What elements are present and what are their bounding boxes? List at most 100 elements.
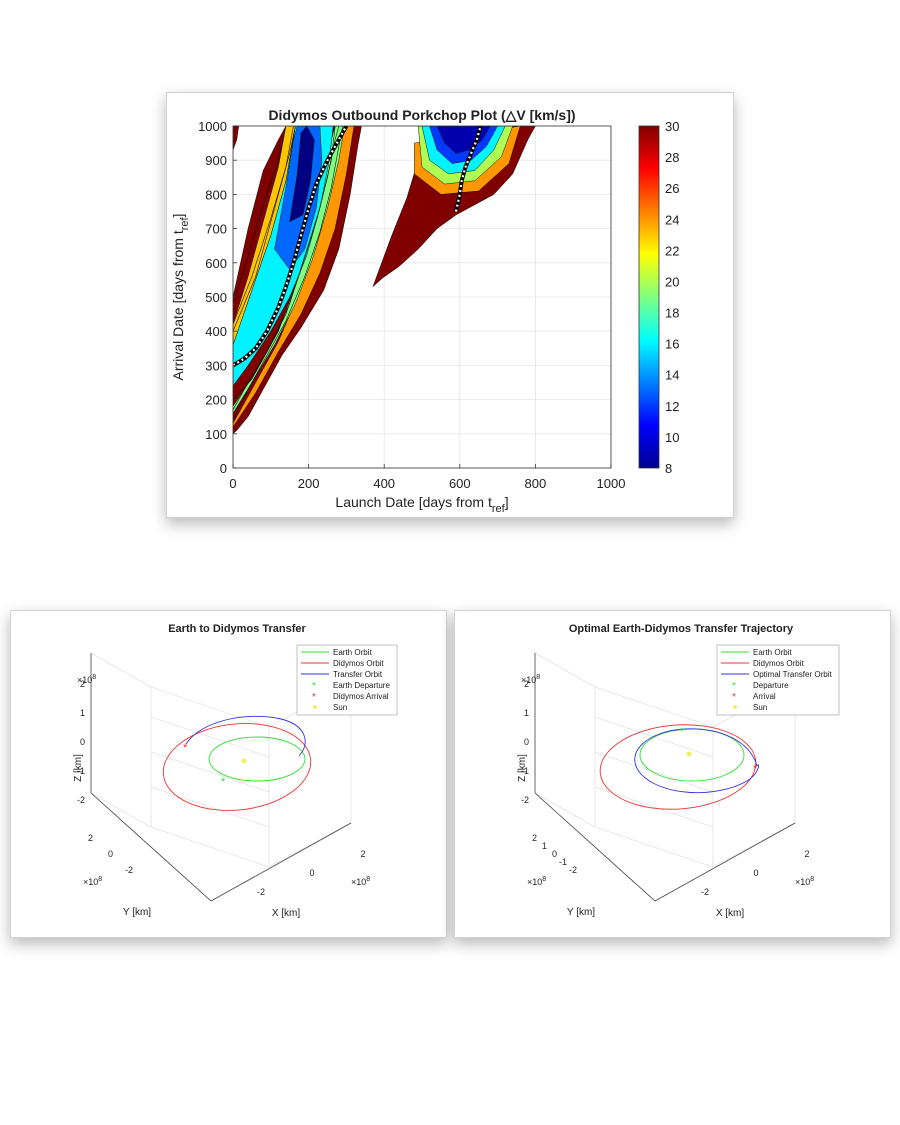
x-scale-label: ×108 xyxy=(795,876,814,887)
contour-line xyxy=(233,126,287,304)
legend-item: Didymos Orbit xyxy=(753,659,804,668)
departure-marker: * xyxy=(680,726,685,738)
y-tick-label: 0 xyxy=(108,849,113,859)
y-tick-label: 0 xyxy=(220,461,227,476)
earth-to-didymos-figure: Earth to Didymos Transfer 2 1 0 -1 -2 Z [km]… xyxy=(10,610,447,938)
legend-item: Didymos Arrival xyxy=(333,692,389,701)
y-tick-label: 700 xyxy=(205,222,227,237)
colorbar-tick-label: 30 xyxy=(665,119,679,134)
legend-item: Optimal Transfer Orbit xyxy=(753,670,832,679)
legend-item: Arrival xyxy=(753,692,776,701)
z-tick-label: -1 xyxy=(521,766,529,776)
x-tick-label: 800 xyxy=(525,476,547,491)
minimum-region xyxy=(289,126,315,223)
contour-line xyxy=(233,126,296,332)
x-axis-label: X [km] xyxy=(272,908,301,919)
optimal-curve xyxy=(233,126,348,367)
legend: Earth Orbit Didymos Orbit Transfer Orbit… xyxy=(296,644,398,716)
x-tick-label: 0 xyxy=(229,476,236,491)
z-axis-ticks: 2 1 0 -1 -2 xyxy=(77,679,85,805)
sun-marker xyxy=(686,751,692,757)
didymos-orbit-line xyxy=(162,723,312,811)
orbits: * * xyxy=(599,724,760,810)
y-axis-label: Y [km] xyxy=(567,907,595,918)
x-tick-label: 0 xyxy=(309,868,314,878)
x-axis-ticks: -2 0 2 xyxy=(701,849,810,897)
y-tick-label: 300 xyxy=(205,358,227,373)
didymos-orbit-line xyxy=(599,724,757,810)
orbits: * * xyxy=(162,715,312,811)
y-tick-label: 200 xyxy=(205,393,227,408)
y-tick-label: 2 xyxy=(88,833,93,843)
legend-item: Departure xyxy=(753,681,789,690)
legend-item: Earth Orbit xyxy=(333,648,372,657)
colorbar-ticks: 8 10 12 14 16 18 20 22 24 26 28 30 xyxy=(665,119,679,476)
y-tick-label: -2 xyxy=(569,865,577,875)
x-scale-label: ×108 xyxy=(351,876,370,887)
x-axis-label: X [km] xyxy=(716,908,745,919)
legend-item: Sun xyxy=(753,703,767,712)
legend-marker: * xyxy=(732,692,736,703)
legend-marker xyxy=(313,705,317,709)
z-scale-label: ×108 xyxy=(77,674,96,685)
colorbar-tick-label: 12 xyxy=(665,399,679,414)
optimal-curves xyxy=(233,126,483,368)
x-tick-label: 600 xyxy=(449,476,471,491)
z-scale-label: ×108 xyxy=(521,674,540,685)
colorbar-tick-label: 24 xyxy=(665,212,679,227)
y-scale-label: ×108 xyxy=(83,876,102,887)
x-tick-label: 400 xyxy=(373,476,395,491)
x-tick-label: 0 xyxy=(753,868,758,878)
y-scale-label: ×108 xyxy=(527,876,546,887)
earth-departure-marker: * xyxy=(221,776,226,788)
earth-to-didymos-chart: Earth to Didymos Transfer 2 1 0 -1 -2 Z [km]… xyxy=(73,623,398,919)
legend-marker xyxy=(733,705,737,709)
z-tick-label: -2 xyxy=(77,795,85,805)
z-tick-label: 2 xyxy=(80,679,85,689)
contour-line xyxy=(233,126,294,325)
y-tick-label: 1000 xyxy=(198,119,227,134)
porkchop-title: Didymos Outbound Porkchop Plot (△V [km/s… xyxy=(268,107,575,123)
axis-lines xyxy=(534,653,796,902)
x-tick-label: -2 xyxy=(257,887,265,897)
transfer-orbit-line xyxy=(634,728,760,794)
legend-item: Didymos Orbit xyxy=(333,659,384,668)
legend-item: Sun xyxy=(333,703,347,712)
z-axis-label: Z [km] xyxy=(73,754,84,782)
legend: Earth Orbit Didymos Orbit Optimal Transf… xyxy=(716,644,840,716)
legend-item: Earth Orbit xyxy=(753,648,792,657)
y-tick-label: 0 xyxy=(552,849,557,859)
z-axis-ticks: 2 1 0 -1 -2 xyxy=(521,679,529,805)
z-axis-label: Z [km] xyxy=(517,754,528,782)
optimal-curve xyxy=(454,126,482,212)
contour-level xyxy=(233,126,296,345)
colorbar xyxy=(638,125,660,469)
sun-marker xyxy=(241,758,247,764)
colorbar-tick-label: 16 xyxy=(665,337,679,352)
didymos-arrival-marker: * xyxy=(183,742,188,754)
right-title: Optimal Earth-Didymos Transfer Trajector… xyxy=(569,623,794,635)
z-tick-label: 1 xyxy=(80,708,85,718)
z-tick-label: -1 xyxy=(77,766,85,776)
y-tick-label: -1 xyxy=(559,857,567,867)
transfer-orbit-line xyxy=(185,715,306,757)
colorbar-tick-label: 10 xyxy=(665,430,679,445)
z-tick-label: 1 xyxy=(524,708,529,718)
arrival-marker: * xyxy=(753,763,758,775)
y-axis-label: Y [km] xyxy=(123,907,151,918)
porkchop-chart: Didymos Outbound Porkchop Plot (△V [km/s… xyxy=(170,107,679,515)
z-tick-label: 2 xyxy=(524,679,529,689)
legend-marker: * xyxy=(312,681,316,692)
x-tick-label: 2 xyxy=(804,849,809,859)
contour-line xyxy=(233,126,343,421)
legend-item: Earth Departure xyxy=(333,681,390,690)
legend-item: Transfer Orbit xyxy=(333,670,383,679)
x-tick-label: 200 xyxy=(298,476,320,491)
optimal-transfer-chart: Optimal Earth-Didymos Transfer Trajector… xyxy=(517,623,840,919)
z-tick-label: -2 xyxy=(521,795,529,805)
z-tick-label: 0 xyxy=(524,737,529,747)
y-tick-label: 100 xyxy=(205,427,227,442)
contour-region xyxy=(233,126,239,150)
colorbar-tick-label: 28 xyxy=(665,150,679,165)
